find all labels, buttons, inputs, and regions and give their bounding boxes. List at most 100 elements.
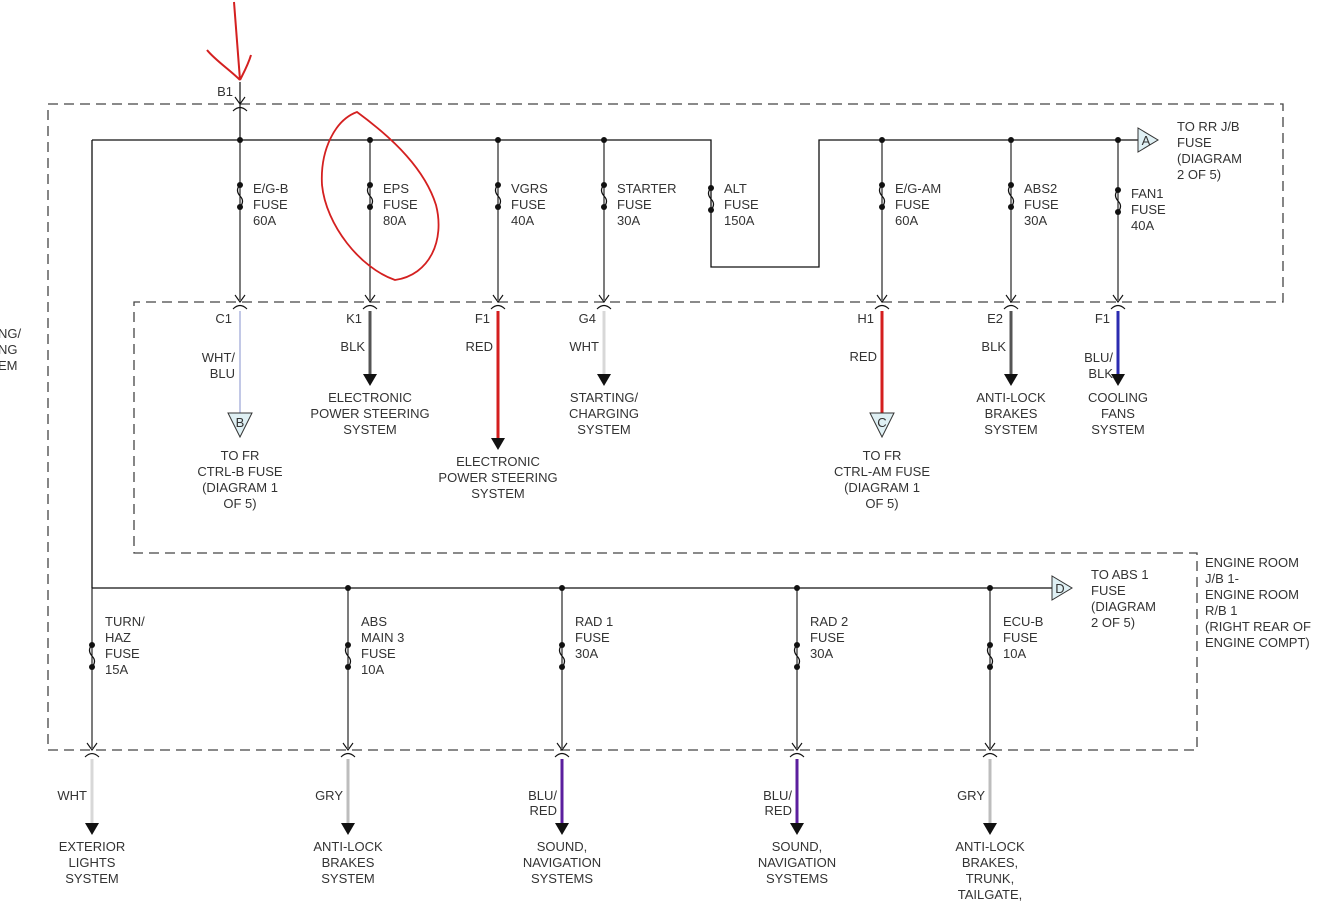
top-bus	[92, 139, 1138, 268]
connector-d-label: (DIAGRAM	[1091, 599, 1156, 614]
wire-color-label: BLU	[210, 366, 235, 381]
fuse-label: ECU-B	[1003, 614, 1043, 629]
wire-color-label: WHT	[57, 788, 87, 803]
fuse-label: RAD 2	[810, 614, 848, 629]
junction-block-label: ENGINE COMPT)	[1205, 635, 1310, 650]
arrow-down-icon	[363, 374, 377, 386]
fuse-icon	[88, 644, 96, 668]
fuse-label: FUSE	[810, 630, 845, 645]
wire-color-label: RED	[850, 349, 877, 364]
destination-label: CTRL-B FUSE	[197, 464, 283, 479]
connector-label: E2	[987, 311, 1003, 326]
junction-block-label: ENGINE ROOM	[1205, 587, 1299, 602]
fuse-label: FUSE	[383, 197, 418, 212]
destination-label: LIGHTS	[69, 855, 116, 870]
arrow-down-icon	[341, 823, 355, 835]
destination-label: CTRL-AM FUSE	[834, 464, 930, 479]
connector-label: K1	[346, 311, 362, 326]
fuse-label: STARTER	[617, 181, 676, 196]
arrow-down-icon	[597, 374, 611, 386]
connector-a-label: (DIAGRAM	[1177, 151, 1242, 166]
connector-d-label: TO ABS 1	[1091, 567, 1149, 582]
arrow-down-icon	[555, 823, 569, 835]
static-layer: B1	[47, 82, 1284, 751]
source-connector-label: B1	[217, 84, 233, 99]
fuse-label: 30A	[1024, 213, 1047, 228]
fuse-label: MAIN 3	[361, 630, 404, 645]
fuse-icon	[558, 644, 566, 668]
wire-color-label: GRY	[315, 788, 343, 803]
junction-block-label: R/B 1	[1205, 603, 1238, 618]
fuse-label: HAZ	[105, 630, 131, 645]
connector-label: H1	[857, 311, 874, 326]
junction-block-label: J/B 1-	[1205, 571, 1239, 586]
arrow-down-icon	[1111, 374, 1125, 386]
connector-icon	[789, 742, 805, 758]
destination-label: TO FR	[863, 448, 902, 463]
connector-icon	[232, 96, 248, 112]
destination-label: ANTI-LOCK	[955, 839, 1025, 854]
fuse-label: 40A	[511, 213, 534, 228]
destination-label: SYSTEM	[65, 871, 118, 886]
fuse-label: FUSE	[617, 197, 652, 212]
fuse-label: 30A	[810, 646, 833, 661]
fuse-label: FUSE	[511, 197, 546, 212]
connector-icon	[1003, 294, 1019, 310]
fuse-label: FUSE	[1024, 197, 1059, 212]
destination-label: SYSTEM	[1091, 422, 1144, 437]
offpage-connector[interactable]	[227, 412, 253, 439]
wire-color-label: BLK	[981, 339, 1006, 354]
fuse-label: 60A	[253, 213, 276, 228]
destination-label: FANS	[1101, 406, 1135, 421]
fuse-label: FUSE	[1131, 202, 1166, 217]
wire-color-label: RED	[765, 803, 792, 818]
fuse-label: E/G-B	[253, 181, 288, 196]
destination-label: (DIAGRAM 1	[202, 480, 278, 495]
destination-label: ELECTRONIC	[456, 454, 540, 469]
fuse-icon	[600, 184, 608, 208]
connector-icon	[874, 294, 890, 310]
destination-label: ELECTRONIC	[328, 390, 412, 405]
destination-label: NAVIGATION	[758, 855, 836, 870]
fuse-icon	[707, 187, 715, 211]
wire-color-label: BLK	[1088, 366, 1113, 381]
connector-a-label: FUSE	[1177, 135, 1212, 150]
destination-label: CHARGING	[569, 406, 639, 421]
destination-label: POWER STEERING	[438, 470, 557, 485]
offpage-connector-a[interactable]	[1137, 127, 1159, 153]
connector-a-label: 2 OF 5)	[1177, 167, 1221, 182]
connector-label: F1	[475, 311, 490, 326]
destination-label: EXTERIOR	[59, 839, 125, 854]
destination-label: TAILGATE,	[958, 887, 1023, 902]
connector-label: G4	[579, 311, 596, 326]
fuse-icon	[986, 644, 994, 668]
fuse-label: FUSE	[1003, 630, 1038, 645]
alt-fuse-label: 150A	[724, 213, 755, 228]
destination-label: SOUND,	[772, 839, 823, 854]
alt-fuse-label: ALT	[724, 181, 747, 196]
fuse-label: FAN1	[1131, 186, 1164, 201]
connector-icon	[340, 742, 356, 758]
junction-block-label: (RIGHT REAR OF	[1205, 619, 1311, 634]
destination-label: SYSTEM	[471, 486, 524, 501]
red-annotation-circle	[321, 110, 440, 281]
fuse-label: 40A	[1131, 218, 1154, 233]
left-clipped-label: NG/	[0, 326, 22, 341]
connector-icon	[1110, 294, 1126, 310]
destination-label: SYSTEM	[984, 422, 1037, 437]
fuse-label: RAD 1	[575, 614, 613, 629]
fuse-label: 30A	[575, 646, 598, 661]
destination-label: COOLING	[1088, 390, 1148, 405]
fuse-icon	[494, 184, 502, 208]
left-clipped-label: EM	[0, 358, 18, 373]
offpage-connector[interactable]	[869, 412, 895, 439]
connector-a-label: TO RR J/B	[1177, 119, 1240, 134]
connector-label: C1	[215, 311, 232, 326]
destination-label: SYSTEMS	[766, 871, 828, 886]
destination-label: SYSTEMS	[531, 871, 593, 886]
connector-d-label: 2 OF 5)	[1091, 615, 1135, 630]
offpage-connector-d[interactable]	[1051, 575, 1073, 601]
fuse-label: FUSE	[575, 630, 610, 645]
